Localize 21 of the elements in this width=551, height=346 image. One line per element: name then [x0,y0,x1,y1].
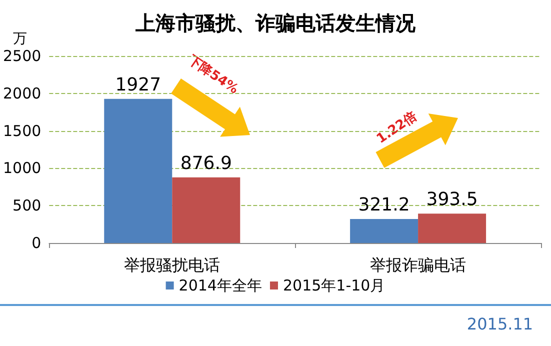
y-tick-label: 500 [12,196,42,215]
x-tick-label: 举报诈骗电话 [370,256,466,274]
data-label: 1927 [115,74,162,96]
text: 2015.11 [466,314,534,334]
x-tick-label: 举报骚扰电话 [124,256,220,274]
bar [418,214,486,243]
y-tick-label: 2500 [2,47,42,65]
bar [104,98,172,243]
chart-title: 上海市骚扰、诈骗电话发生情况 [134,11,416,35]
y-axis-title: 万 [13,31,28,47]
y-tick-label: 2000 [2,84,42,102]
data-label: 321.2 [358,194,410,216]
legend-label: 2014年全年 [178,276,262,294]
legend-label: 2015年1-10月 [282,276,386,294]
y-tick-label: 0 [32,234,42,252]
bar [172,177,240,243]
y-tick-label: 1500 [2,122,42,140]
data-label: 393.5 [426,189,478,210]
data-label: 876.9 [180,152,232,174]
y-tick-label: 1000 [2,159,42,178]
bar [350,218,418,243]
